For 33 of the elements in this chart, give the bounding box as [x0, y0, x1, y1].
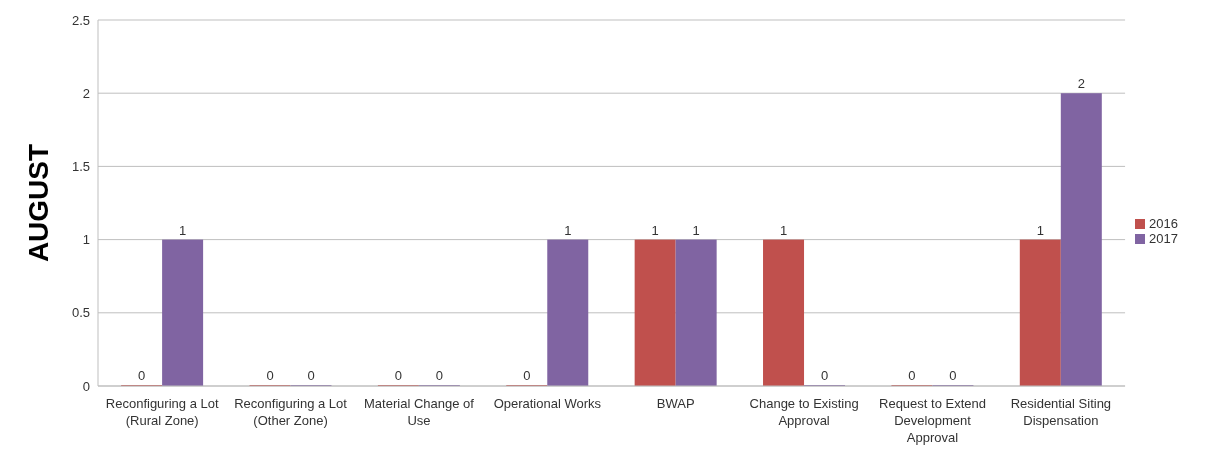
data-label: 0: [266, 368, 274, 383]
data-label: 0: [394, 368, 402, 383]
legend-label: 2017: [1149, 230, 1178, 246]
y-tick-label: 1.5: [71, 159, 90, 175]
data-label: 0: [908, 368, 916, 383]
data-label: 2: [1077, 76, 1085, 92]
x-tick-label: Material Change of Use: [364, 396, 475, 428]
y-tick-label: 0: [82, 378, 90, 394]
data-label: 0: [137, 368, 146, 383]
data-label: 0: [949, 368, 957, 383]
data-label: 1: [564, 222, 572, 238]
legend-label: 2016: [1149, 215, 1178, 231]
data-label: 0: [435, 368, 443, 383]
data-label: 1: [1036, 222, 1044, 238]
x-tick-label: BWAP: [656, 396, 695, 411]
x-tick-label: Reconfiguring a Lot (Rural Zone): [105, 396, 219, 428]
y-tick-label: 2: [82, 85, 90, 101]
x-tick-label: Change to Existing Approval: [749, 396, 859, 428]
data-label: 1: [692, 222, 700, 238]
data-label: 0: [523, 368, 531, 383]
y-tick-label: 1: [82, 232, 90, 248]
y-tick-label: 2.5: [71, 12, 90, 28]
data-label: 1: [779, 222, 788, 238]
data-label: 1: [178, 222, 187, 238]
y-tick-label: 0.5: [71, 305, 90, 321]
x-tick-label: Reconfiguring a Lot (Other Zone): [234, 396, 348, 428]
x-tick-label: Residential Siting Dispensation: [1010, 396, 1112, 428]
y-axis-title: AUGUST: [22, 143, 54, 263]
data-label: 0: [820, 368, 829, 383]
x-tick-label: Operational Works: [493, 396, 602, 411]
data-label: 0: [307, 368, 315, 383]
data-label: 1: [651, 222, 659, 238]
x-tick-label: Request to Extend Development Approval: [879, 396, 986, 445]
